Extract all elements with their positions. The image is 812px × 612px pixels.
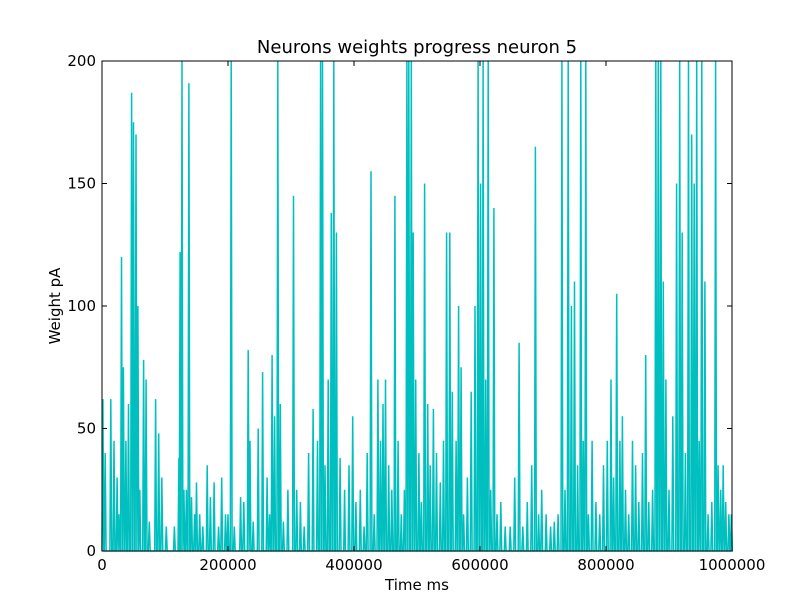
x-tick-label: 200000 xyxy=(199,556,256,574)
y-tick-label: 50 xyxy=(77,420,96,438)
x-tick-label: 600000 xyxy=(451,556,508,574)
y-axis-label: Weight pA xyxy=(46,267,64,345)
x-axis-label: Time ms xyxy=(384,576,449,594)
plot-frame xyxy=(101,60,733,552)
ticks-layer: 0 200000 400000 600000 800000 1000000 0 50 100 15… xyxy=(67,52,765,574)
chart-title: Neurons weights progress neuron 5 xyxy=(257,37,577,58)
x-tick-label: 0 xyxy=(97,556,107,574)
x-tick-label: 800000 xyxy=(577,556,634,574)
x-tick-label: 400000 xyxy=(325,556,382,574)
y-tick-label: 100 xyxy=(67,297,96,315)
y-tick-label: 0 xyxy=(86,542,96,560)
y-tick-label: 200 xyxy=(67,52,96,70)
y-tick-label: 150 xyxy=(67,175,96,193)
x-tick-label: 1000000 xyxy=(699,556,766,574)
